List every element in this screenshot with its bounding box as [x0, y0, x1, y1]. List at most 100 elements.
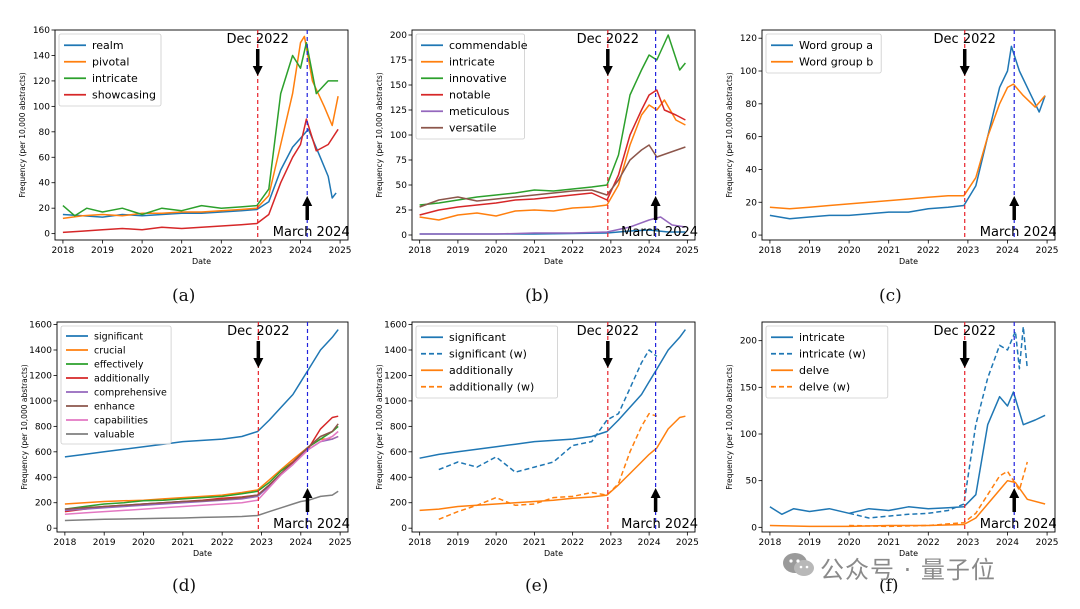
- y-tick-label: 1600: [384, 321, 407, 331]
- series-group: [64, 329, 339, 522]
- arrow-up-head: [650, 488, 661, 498]
- y-tick-label: 160: [33, 26, 50, 36]
- caption-c: (c): [879, 286, 902, 306]
- x-tick-label: 2023: [599, 246, 622, 256]
- series-line-word-group-b: [769, 83, 1046, 210]
- annotation-dec-2022: Dec 2022: [577, 32, 639, 47]
- y-tick-label: 0: [751, 523, 757, 533]
- y-tick-label: 20: [746, 198, 758, 208]
- legend-label: significant (w): [449, 348, 527, 361]
- axes-frame: [761, 29, 1056, 241]
- legend-label: delve: [799, 364, 829, 377]
- x-tick-label: 2025: [1036, 246, 1059, 256]
- annotation-march-2024: March 2024: [621, 225, 698, 240]
- y-tick-label: 80: [746, 100, 758, 110]
- y-tick-label: 600: [390, 448, 407, 458]
- y-tick-label: 60: [39, 153, 51, 163]
- legend-label: versatile: [449, 122, 497, 135]
- x-tick-label: 2021: [877, 246, 900, 256]
- chart-b: 2018 2019 2020 2021 2022 2023 2024 2025 0 25 50 75 1…: [375, 29, 699, 266]
- series-group: [769, 325, 1046, 528]
- legend-box: [765, 33, 882, 74]
- caption-e: (e): [525, 576, 549, 596]
- y-tick-label: 120: [740, 34, 757, 44]
- x-tick-label: 2025: [329, 538, 352, 548]
- y-tick-label: 60: [746, 133, 758, 143]
- series-line-crucial: [64, 435, 339, 505]
- legend-label: pivotal: [92, 56, 129, 69]
- legend-label: Word group a: [799, 39, 873, 52]
- x-tick-label: 2019: [798, 538, 821, 548]
- y-tick-label: 40: [746, 165, 758, 175]
- arrow-up-head: [302, 196, 313, 206]
- wechat-icon: [783, 553, 814, 576]
- legend-label: significant: [449, 331, 506, 344]
- x-tick-label: 2018: [53, 538, 76, 548]
- annotation-march-2024: March 2024: [621, 517, 698, 532]
- series-line-significant: [419, 329, 687, 459]
- y-tick-label: 0: [401, 524, 407, 534]
- legend-label: intricate (w): [799, 348, 866, 361]
- y-tick-label: 75: [396, 156, 407, 166]
- legend-label: comprehensive: [94, 387, 167, 398]
- annotation-march-2024: March 2024: [273, 225, 350, 240]
- x-tick-label: 2022: [210, 246, 233, 256]
- x-tick-label: 2024: [996, 246, 1019, 256]
- y-tick-label: 175: [390, 56, 407, 66]
- arrow-down-head: [252, 66, 263, 76]
- chart-d: 2018 2019 2020 2021 2022 2023 2024 2025 0 200 400 6…: [20, 321, 352, 558]
- chart-e: 2018 2019 2020 2021 2022 2023 2024 2025 0 200 400 6…: [375, 321, 699, 558]
- arrow-up-head: [650, 196, 661, 206]
- annotation-dec-2022: Dec 2022: [577, 324, 639, 339]
- annotation-dec-2022: Dec 2022: [227, 324, 289, 339]
- chart-c: 2018 2019 2020 2021 2022 2023 2024 2025 0 20 40 60 8…: [725, 29, 1059, 266]
- legend-label: additionally: [449, 364, 514, 377]
- y-axis-label: Frequency (per 10,000 abstracts): [725, 364, 734, 489]
- arrow-down-head: [959, 358, 970, 368]
- y-tick-label: 50: [746, 477, 758, 487]
- x-axis-label: Date: [192, 257, 211, 266]
- x-tick-label: 2018: [408, 538, 431, 548]
- x-tick-label: 2018: [408, 246, 431, 256]
- series-line-additionally: [419, 415, 686, 512]
- y-axis-label: Frequency (per 10,000 abstracts): [18, 72, 27, 197]
- x-tick-label: 2021: [170, 246, 193, 256]
- axes-frame: [761, 321, 1056, 533]
- caption-a: (a): [172, 286, 196, 306]
- x-tick-label: 2023: [249, 246, 272, 256]
- legend-label: enhance: [94, 401, 135, 412]
- x-tick-label: 2021: [877, 538, 900, 548]
- arrow-down-head: [602, 66, 613, 76]
- y-tick-label: 100: [740, 430, 757, 440]
- series-line-significant-w-: [438, 349, 658, 473]
- series-line-additionally-w-: [438, 412, 658, 520]
- y-tick-label: 25: [396, 206, 407, 216]
- series-line-showcasing: [62, 118, 339, 234]
- arrow-down-head: [959, 66, 970, 76]
- x-tick-label: 2019: [446, 538, 469, 548]
- y-axis-label: Frequency (per 10,000 abstracts): [20, 364, 29, 489]
- legend-label: additionally: [94, 373, 150, 384]
- legend-label: meticulous: [449, 105, 510, 118]
- y-tick-label: 150: [390, 81, 407, 91]
- legend-label: intricate: [449, 56, 495, 69]
- x-tick-label: 2024: [996, 538, 1019, 548]
- x-tick-label: 2020: [485, 246, 508, 256]
- y-tick-label: 600: [35, 448, 52, 458]
- legend-label: innovative: [449, 72, 507, 85]
- x-tick-label: 2022: [917, 538, 940, 548]
- x-tick-label: 2020: [485, 538, 508, 548]
- y-tick-label: 1000: [384, 397, 407, 407]
- y-tick-label: 20: [39, 204, 51, 214]
- arrow-up-head: [1009, 196, 1020, 206]
- series-line-intricate: [769, 391, 1046, 516]
- annotation-dec-2022: Dec 2022: [227, 32, 289, 47]
- watermark-text: 公众号 · 量子位: [820, 556, 996, 584]
- x-tick-label: 2021: [171, 538, 194, 548]
- x-axis-label: Date: [544, 549, 563, 558]
- x-axis-label: Date: [544, 257, 563, 266]
- x-tick-label: 2020: [838, 246, 861, 256]
- x-tick-label: 2024: [289, 246, 312, 256]
- x-tick-label: 2024: [638, 538, 661, 548]
